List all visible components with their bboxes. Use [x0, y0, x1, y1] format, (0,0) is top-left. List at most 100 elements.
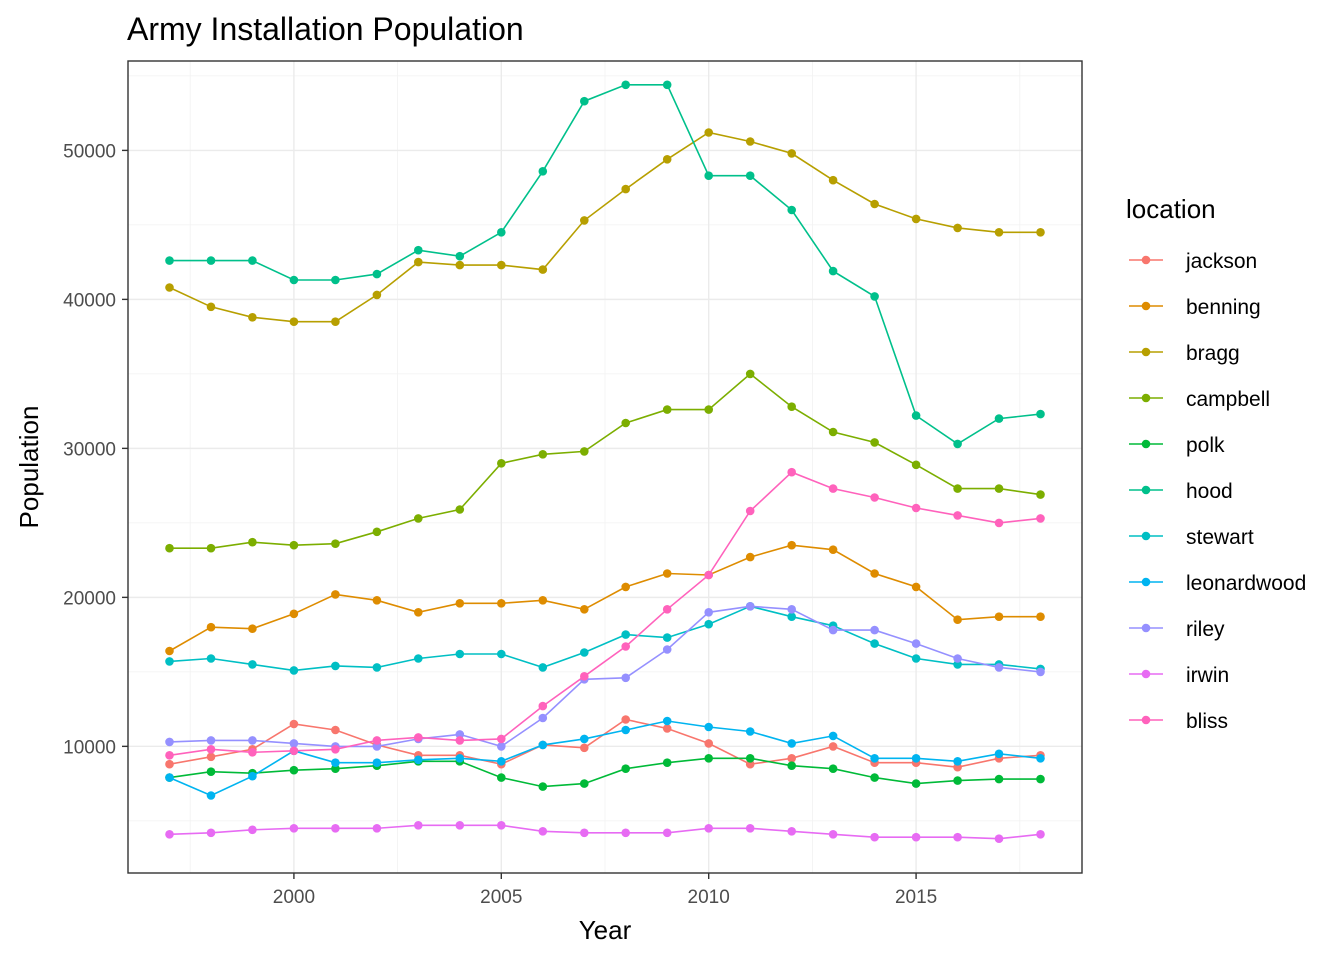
- data-point-irwin: [953, 832, 962, 842]
- data-point-bliss: [1036, 514, 1045, 523]
- data-point-hood: [414, 245, 423, 255]
- data-point-irwin: [787, 827, 796, 836]
- data-point-polk: [828, 764, 838, 773]
- data-point-benning: [870, 569, 879, 578]
- legend-label: polk: [1186, 434, 1225, 457]
- data-point-irwin: [497, 821, 506, 830]
- data-point-stewart: [662, 633, 672, 642]
- data-point-irwin: [745, 824, 755, 833]
- data-point-jackson: [289, 719, 299, 729]
- data-point-stewart: [538, 663, 548, 672]
- data-point-riley: [372, 742, 382, 751]
- legend-label: benning: [1186, 296, 1261, 319]
- data-point-leonardwood: [621, 725, 630, 735]
- series-stewart: [165, 602, 1045, 675]
- y-tick-label: 20000: [63, 588, 116, 609]
- data-point-campbell: [497, 459, 506, 468]
- data-point-stewart: [414, 654, 423, 663]
- legend-key-point: [1141, 255, 1151, 265]
- data-point-campbell: [414, 514, 423, 523]
- data-point-campbell: [953, 484, 962, 493]
- series-leonardwood: [165, 716, 1045, 800]
- data-point-bliss: [414, 733, 423, 742]
- data-point-bliss: [787, 467, 796, 477]
- data-point-benning: [994, 612, 1004, 621]
- data-point-riley: [953, 654, 962, 663]
- data-point-hood: [704, 171, 713, 180]
- minor-gridlines: [128, 61, 1082, 873]
- data-point-bragg: [580, 216, 589, 225]
- data-point-hood: [206, 256, 216, 265]
- data-point-stewart: [704, 619, 713, 629]
- legend-title: location: [1126, 194, 1216, 224]
- data-point-stewart: [331, 661, 340, 671]
- data-point-bragg: [206, 302, 216, 312]
- data-point-benning: [621, 582, 630, 592]
- data-point-campbell: [828, 427, 838, 437]
- data-point-hood: [870, 292, 879, 301]
- data-point-campbell: [870, 438, 879, 447]
- data-point-stewart: [621, 630, 630, 639]
- legend-item-jackson: jackson: [1129, 250, 1257, 273]
- data-point-hood: [953, 439, 962, 449]
- data-point-campbell: [745, 369, 755, 379]
- data-point-bliss: [704, 570, 713, 580]
- data-point-bragg: [372, 290, 382, 300]
- data-point-riley: [745, 602, 755, 611]
- data-point-leonardwood: [248, 771, 257, 781]
- series-hood: [165, 80, 1045, 449]
- data-point-bragg: [953, 223, 962, 233]
- legend-label: jackson: [1185, 250, 1257, 273]
- data-point-polk: [870, 773, 879, 782]
- data-point-hood: [994, 414, 1004, 423]
- series-line-leonardwood: [169, 720, 1041, 797]
- data-point-campbell: [787, 402, 796, 412]
- data-point-stewart: [248, 660, 257, 669]
- data-point-polk: [787, 761, 796, 770]
- data-point-riley: [662, 645, 672, 654]
- data-point-bliss: [870, 493, 879, 502]
- data-point-bragg: [870, 199, 879, 209]
- data-point-benning: [580, 605, 589, 614]
- data-point-bliss: [911, 503, 921, 513]
- data-point-leonardwood: [538, 740, 548, 750]
- data-point-campbell: [331, 539, 340, 548]
- data-point-benning: [455, 599, 465, 608]
- data-point-leonardwood: [953, 757, 962, 766]
- data-point-leonardwood: [911, 754, 921, 763]
- data-point-bliss: [662, 605, 672, 614]
- data-point-benning: [787, 540, 796, 550]
- data-point-leonardwood: [1036, 754, 1045, 763]
- data-point-irwin: [538, 827, 548, 836]
- data-point-benning: [372, 596, 382, 605]
- data-point-stewart: [497, 649, 506, 659]
- legend-key-point: [1141, 393, 1151, 403]
- legend: location jackson benning bragg campbell polk…: [1126, 194, 1306, 733]
- data-point-leonardwood: [331, 758, 340, 767]
- legend-key-point: [1141, 577, 1151, 587]
- data-point-polk: [745, 754, 755, 763]
- legend-item-campbell: campbell: [1129, 388, 1270, 411]
- data-point-campbell: [206, 543, 216, 553]
- x-tick-label: 2005: [480, 887, 522, 908]
- data-point-benning: [165, 646, 174, 656]
- data-point-riley: [621, 673, 630, 683]
- series-bliss: [165, 467, 1045, 760]
- data-point-hood: [248, 256, 257, 265]
- data-point-bragg: [331, 317, 340, 327]
- data-point-riley: [538, 713, 548, 723]
- legend-label: leonardwood: [1186, 572, 1306, 595]
- data-point-irwin: [206, 828, 216, 838]
- data-point-leonardwood: [497, 757, 506, 766]
- y-axis: 10000 20000 30000 40000 50000: [63, 141, 128, 758]
- legend-label: bragg: [1186, 342, 1240, 365]
- series-line-riley: [169, 605, 1041, 748]
- y-tick-label: 50000: [63, 141, 116, 162]
- legend-item-bragg: bragg: [1129, 342, 1240, 365]
- series-irwin: [165, 821, 1045, 843]
- data-point-bragg: [662, 155, 672, 164]
- data-point-campbell: [911, 460, 921, 470]
- data-point-riley: [165, 737, 174, 747]
- data-point-campbell: [289, 540, 299, 550]
- data-point-hood: [828, 266, 838, 276]
